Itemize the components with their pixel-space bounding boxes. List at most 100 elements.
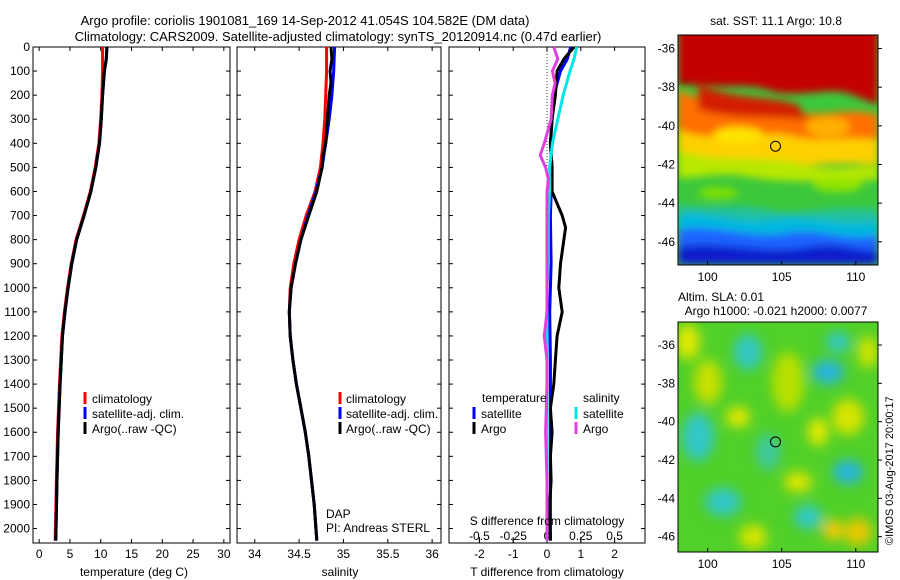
salinity-x-ticks: 34 34.5 35 35.5 36 [248,47,439,561]
temperature-panel: 0100200300400500600700800900100011001200… [3,40,231,579]
x-tick-label: -2 [474,547,485,561]
legend-label-temp-satellite: satellite [481,407,522,421]
map-x-tick-label: 110 [846,557,865,571]
x-tick-label: 36 [425,547,439,561]
header-line-1: Argo profile: coriolis 1901081_169 14-Se… [81,13,530,28]
depth-tick-label: 1400 [3,377,30,391]
map-x-tick-label: 105 [772,270,792,284]
sst-map-panel: sat. SST: 11.1 Argo: 10.8 100 105 11 [658,14,882,284]
x-tick-label: 2 [611,547,618,561]
salinity-x-label: salinity [322,565,359,579]
map-x-tick-label: 100 [698,270,718,284]
x-tick-label: 1 [577,547,584,561]
legend-label-satellite: satellite-adj. clim. [346,407,438,421]
temperature-x-label: temperature (deg C) [80,565,188,579]
sst-map-x-ticks: 100 105 110 [698,261,866,284]
sst-map-frame [677,34,879,266]
x-tick-label: 30 [217,547,231,561]
depth-tick-label: 600 [10,184,30,198]
temperature-legend: climatology satellite-adj. clim. Argo(..… [83,392,184,436]
legend-label-climatology: climatology [92,392,152,406]
legend-label-satellite: satellite-adj. clim. [92,407,184,421]
depth-tick-label: 1700 [3,449,30,463]
difference-y-ticks [449,46,645,530]
depth-tick-label: 200 [10,88,30,102]
pi-annotation: PI: Andreas STERL [326,521,430,535]
sla-map-y-ticks: -36 -38 -40 -42 -44 -46 [658,338,882,544]
x-tick-label: 10 [94,547,108,561]
depth-tick-label: 1500 [3,401,30,415]
depth-tick-label: 800 [10,233,30,247]
map-x-tick-label: 100 [698,557,718,571]
map-y-tick-label: -36 [658,42,676,56]
depth-tick-label: 1900 [3,497,30,511]
argo-location-marker [770,140,782,152]
series-line-salinity-argo [538,47,560,541]
legend-label-temp-argo: Argo [481,422,507,436]
depth-tick-label: 1600 [3,425,30,439]
map-x-tick-label: 110 [846,270,865,284]
depth-tick-label: 100 [10,64,30,78]
map-y-tick-label: -40 [658,415,676,429]
temperature-axes-box [32,46,231,544]
map-y-tick-label: -38 [658,376,676,390]
depth-tick-label: 700 [10,209,30,223]
map-y-tick-label: -36 [658,338,676,352]
depth-tick-label: 1200 [3,329,30,343]
map-x-tick-label: 105 [772,557,792,571]
x-tick-label: 35.5 [376,547,400,561]
x-tick-label: 35 [337,547,351,561]
t-difference-label: T difference from climatology [470,565,624,579]
series-line-argo-raw-qc- [287,47,334,541]
series-line-argo-raw-qc- [54,47,109,541]
temperature-x-ticks: 0 5 10 15 20 25 30 [36,47,231,561]
dap-annotation: DAP [326,507,351,521]
map-y-tick-label: -42 [658,453,676,467]
s-diff-tick-label: 0.25 [569,529,593,543]
s-diff-tick-label: -0.5 [469,529,490,543]
x-tick-label: -1 [508,547,519,561]
map-y-tick-label: -46 [658,530,676,544]
map-y-tick-label: -44 [658,196,676,210]
x-tick-label: 0 [36,547,43,561]
x-tick-label: 20 [156,547,170,561]
x-tick-label: 34.5 [287,547,311,561]
depth-tick-label: 400 [10,136,30,150]
depth-tick-label: 900 [10,257,30,271]
depth-tick-label: 1100 [4,305,30,319]
sla-map-frame [677,321,879,553]
legend-label-sal-satellite: satellite [583,407,624,421]
argo-location-marker [770,436,782,448]
map-y-tick-label: -44 [658,491,676,505]
legend-header-salinity: salinity [583,391,620,405]
s-diff-tick-label: 0.5 [606,529,623,543]
salinity-panel: 34 34.5 35 35.5 36 salinity climatology sate… [236,46,442,579]
x-tick-label: 34 [248,547,262,561]
legend-label-sal-argo: Argo [583,422,609,436]
salinity-y-ticks [237,46,441,530]
depth-tick-label: 300 [10,112,30,126]
imos-credit: ©IMOS 03-Aug-2017 20:00:17 [884,396,896,545]
x-tick-label: 15 [125,547,139,561]
salinity-axes-box [236,46,442,544]
depth-tick-label: 1300 [3,353,30,367]
depth-tick-label: 500 [10,160,30,174]
map-y-tick-label: -40 [658,119,676,133]
sst-map-image [678,35,878,265]
x-tick-label: 5 [67,547,74,561]
sla-map-title: Altim. SLA: 0.01 [678,290,764,304]
s-diff-tick-label: -0.25 [500,529,528,543]
header-line-2: Climatology: CARS2009. Satellite-adjuste… [75,29,602,44]
map-y-tick-label: -46 [658,235,676,249]
depth-tick-label: 1800 [3,473,30,487]
sst-map-title: sat. SST: 11.1 Argo: 10.8 [710,14,842,28]
difference-panel: -2 -1 0 1 2 -0.5 -0.25 0 0.25 0.5 S difference f… [448,46,646,579]
legend-label-argo: Argo(..raw -QC) [92,422,177,436]
sla-map-panel: Altim. SLA: 0.01 Argo h1000: -0.021 h200… [658,290,882,571]
depth-tick-label: 0 [23,40,30,54]
sla-map-subtitle: Argo h1000: -0.021 h2000: 0.0077 [685,304,868,318]
legend-header-temperature: temperature [482,391,547,405]
sst-map-y-ticks: -36 -38 -40 -42 -44 -46 [658,42,882,249]
legend-label-argo: Argo(..raw -QC) [346,422,431,436]
